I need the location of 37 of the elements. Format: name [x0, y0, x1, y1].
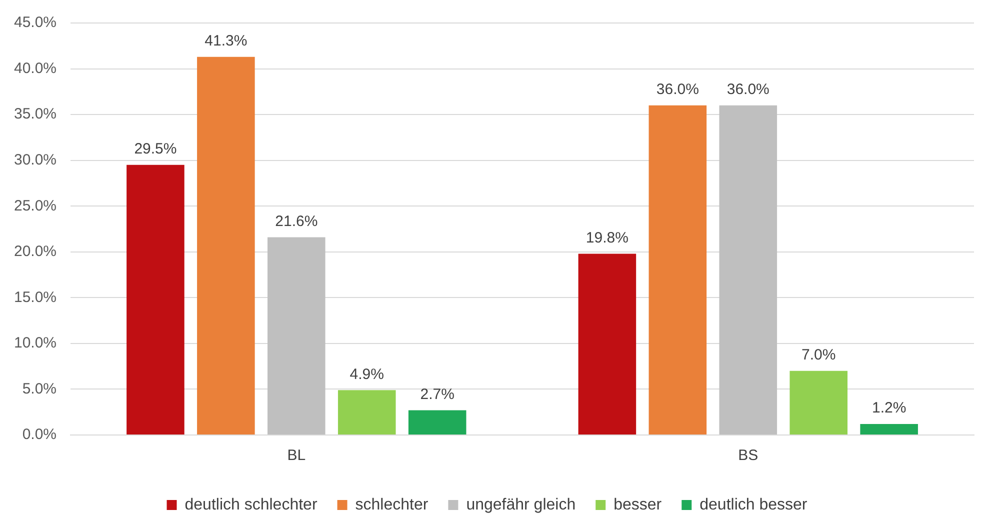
y-tick-label: 5.0% [22, 380, 57, 398]
legend-label: deutlich schlechter [184, 496, 318, 514]
bar [408, 410, 466, 434]
bar [578, 254, 636, 434]
data-label: 21.6% [275, 212, 318, 230]
x-tick-label: BL [287, 447, 306, 464]
legend-label: besser [614, 496, 662, 514]
y-tick-label: 45.0% [14, 14, 57, 32]
bar [268, 237, 326, 434]
x-tick-label: BS [738, 447, 758, 464]
y-tick-label: 10.0% [14, 334, 57, 352]
legend-label: ungefähr gleich [466, 496, 576, 514]
data-label: 7.0% [802, 346, 836, 364]
bar [719, 105, 778, 434]
data-label: 41.3% [204, 32, 248, 50]
data-label: 19.8% [586, 229, 628, 246]
y-tick-label: 15.0% [14, 288, 57, 306]
y-tick-label: 35.0% [14, 106, 57, 123]
bar [790, 370, 848, 434]
legend-label: deutlich besser [700, 496, 808, 514]
y-tick-label: 30.0% [14, 151, 57, 168]
bar [126, 164, 184, 434]
legend-label: schlechter [355, 496, 429, 514]
data-label: 1.2% [872, 400, 906, 417]
y-tick-label: 0.0% [22, 426, 57, 444]
data-label: 4.9% [350, 366, 384, 383]
y-tick-label: 20.0% [14, 243, 57, 260]
bar [197, 56, 255, 434]
data-label: 36.0% [656, 81, 699, 98]
y-tick-label: 25.0% [14, 197, 57, 214]
data-label: 36.0% [726, 81, 770, 98]
y-tick-label: 40.0% [14, 60, 57, 77]
data-label: 2.7% [420, 386, 454, 403]
bar [860, 424, 918, 434]
bar [338, 390, 396, 434]
bar [648, 105, 707, 434]
data-label: 29.5% [134, 140, 177, 158]
